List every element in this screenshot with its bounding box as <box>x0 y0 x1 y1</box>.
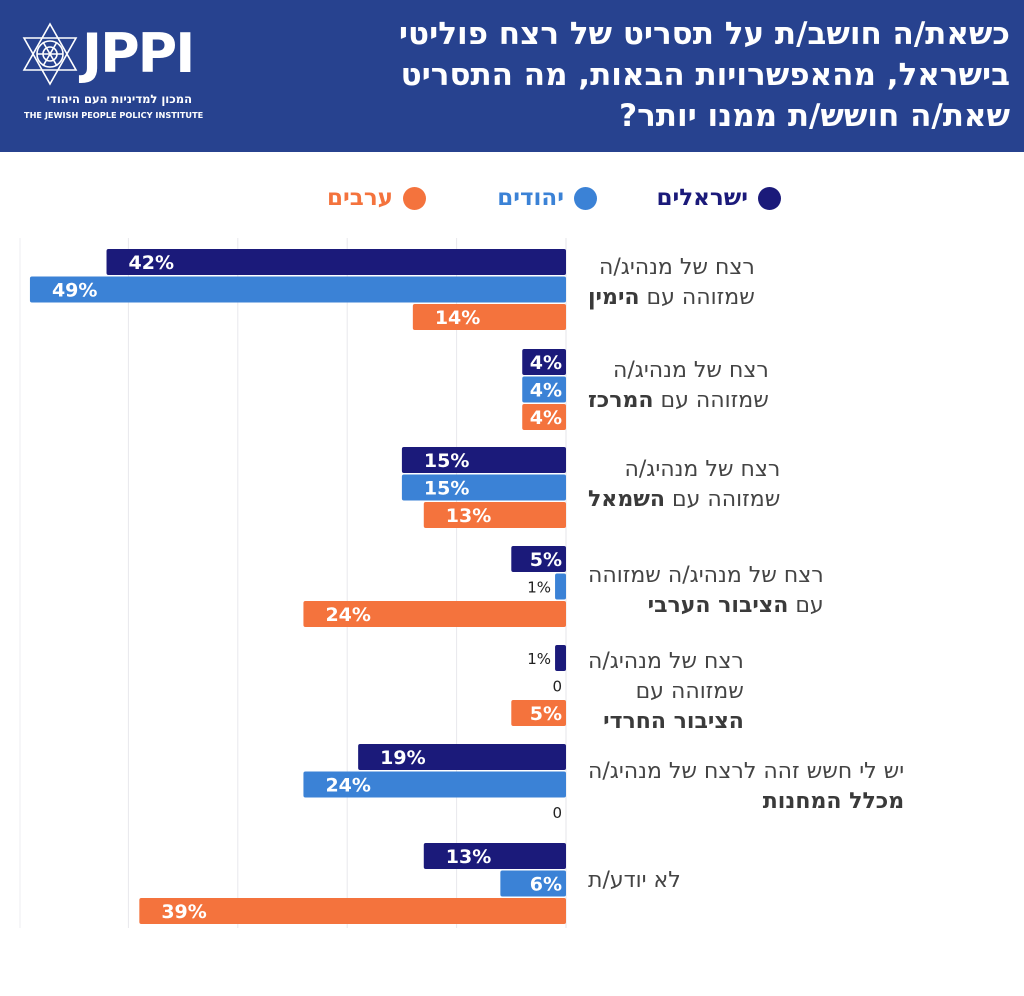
data-label: 4% <box>530 352 562 374</box>
data-label: 13% <box>446 846 491 868</box>
bar-israelis <box>555 645 566 671</box>
category-label-line: שמזוהה עם <box>635 679 744 704</box>
data-label: 42% <box>129 252 174 274</box>
data-label: 0 <box>552 804 562 822</box>
category-label-line: רצח של מנהיג/ה שמזוהה <box>588 563 824 588</box>
bar-arabs <box>303 601 566 627</box>
bar-jews <box>303 771 566 798</box>
logo-english-name: THE JEWISH PEOPLE POLICY INSTITUTE <box>24 110 204 120</box>
jppi-logo: JPPI המכון למדיניות העם היהודי THE JEWIS… <box>18 18 204 128</box>
bar-jews <box>500 870 566 897</box>
category-label: רצח של מנהיג/ה שמזוהה עם השמאל <box>588 455 780 515</box>
data-label: 1% <box>527 650 551 668</box>
legend-dot-jews <box>574 186 597 210</box>
category-label: רצח של מנהיג/ה שמזוהה עם המרכז <box>588 356 769 416</box>
data-label: 15% <box>424 450 469 472</box>
chart-title: כשאת/ה חושב/ת על תסריט של רצח פוליטי ביש… <box>250 14 1010 137</box>
data-label: 6% <box>530 874 562 896</box>
category-label-line: עם הציבור הערבי <box>647 593 824 618</box>
bar-jews <box>522 376 566 403</box>
data-label: 14% <box>435 307 480 329</box>
bar-israelis <box>358 744 566 770</box>
star-of-david-icon <box>22 22 78 86</box>
data-label: 0 <box>552 678 562 696</box>
legend-item-jews: יהודים <box>497 178 597 218</box>
bar-arabs <box>522 404 566 430</box>
bar-israelis <box>511 546 566 572</box>
title-line: בישראל, מהאפשרויות הבאות, מה התסריט <box>400 57 1010 93</box>
data-label: 1% <box>527 579 551 597</box>
category-label-line: הציבור החרדי <box>603 709 744 734</box>
bar-jews <box>401 474 566 501</box>
legend-dot-israelis <box>758 186 781 210</box>
bar-jews <box>29 276 566 303</box>
bar-arabs <box>412 304 566 330</box>
data-label: 13% <box>446 505 491 527</box>
category-label-line: רצח של מנהיג/ה <box>598 255 755 280</box>
data-label: 24% <box>325 604 370 626</box>
category-label-line: יש לי חשש זהה לרצח של מנהיג/ה <box>588 759 905 784</box>
data-label: 4% <box>530 380 562 402</box>
bar-jews <box>555 573 566 600</box>
legend-dot-arabs <box>403 186 426 210</box>
bar-arabs <box>511 700 566 726</box>
data-label: 5% <box>530 703 562 725</box>
category-label-line: מכלל המחנות <box>762 789 905 814</box>
bar-israelis <box>106 249 567 275</box>
title-line: שאת/ה חושש/ת ממנו יותר? <box>619 98 1010 134</box>
category-label-line: שמזוהה עם הימין <box>588 285 755 310</box>
data-label: 15% <box>424 478 469 500</box>
title-line: כשאת/ה חושב/ת על תסריט של רצח פוליטי <box>398 16 1010 52</box>
category-label-line: רצח של מנהיג/ה <box>624 457 781 482</box>
category-label-line: רצח של מנהיג/ה <box>588 649 744 674</box>
legend-label-jews: יהודים <box>497 185 564 211</box>
bar-israelis <box>401 447 566 473</box>
data-label: 5% <box>530 549 562 571</box>
legend-label-arabs: ערבים <box>327 185 393 211</box>
category-label: רצח של מנהיג/ה שמזוהה עם הציבור הערבי <box>588 561 824 621</box>
legend: ישראלים יהודים ערבים <box>0 178 1024 218</box>
category-label: רצח של מנהיג/ה שמזוהה עם הימין <box>588 253 755 313</box>
data-label: 4% <box>530 407 562 429</box>
data-label: 24% <box>325 775 370 797</box>
category-label: רצח של מנהיג/ה שמזוהה עם הציבור החרדי <box>588 647 744 737</box>
logo-hebrew-name: המכון למדיניות העם היהודי <box>46 92 192 106</box>
legend-item-arabs: ערבים <box>327 178 426 218</box>
bar-israelis <box>522 349 566 375</box>
bar-arabs <box>423 502 566 528</box>
category-label-line: שמזוהה עם השמאל <box>588 487 781 512</box>
data-label: 39% <box>161 901 206 923</box>
category-label-line: רצח של מנהיג/ה <box>612 358 769 383</box>
category-label-line: שמזוהה עם המרכז <box>588 388 769 413</box>
legend-item-israelis: ישראלים <box>656 178 781 218</box>
category-label: יש לי חשש זהה לרצח של מנהיג/ה מכלל המחנות <box>588 757 904 817</box>
header-banner: JPPI המכון למדיניות העם היהודי THE JEWIS… <box>0 0 1024 152</box>
logo-wordmark: JPPI <box>82 22 195 85</box>
legend-label-israelis: ישראלים <box>656 185 748 211</box>
data-label: 49% <box>52 280 97 302</box>
bar-arabs <box>139 898 566 924</box>
data-label: 19% <box>380 747 425 769</box>
category-label: לא יודע/ת <box>588 866 681 896</box>
category-label-line: לא יודע/ת <box>588 868 681 893</box>
bar-israelis <box>423 843 566 869</box>
